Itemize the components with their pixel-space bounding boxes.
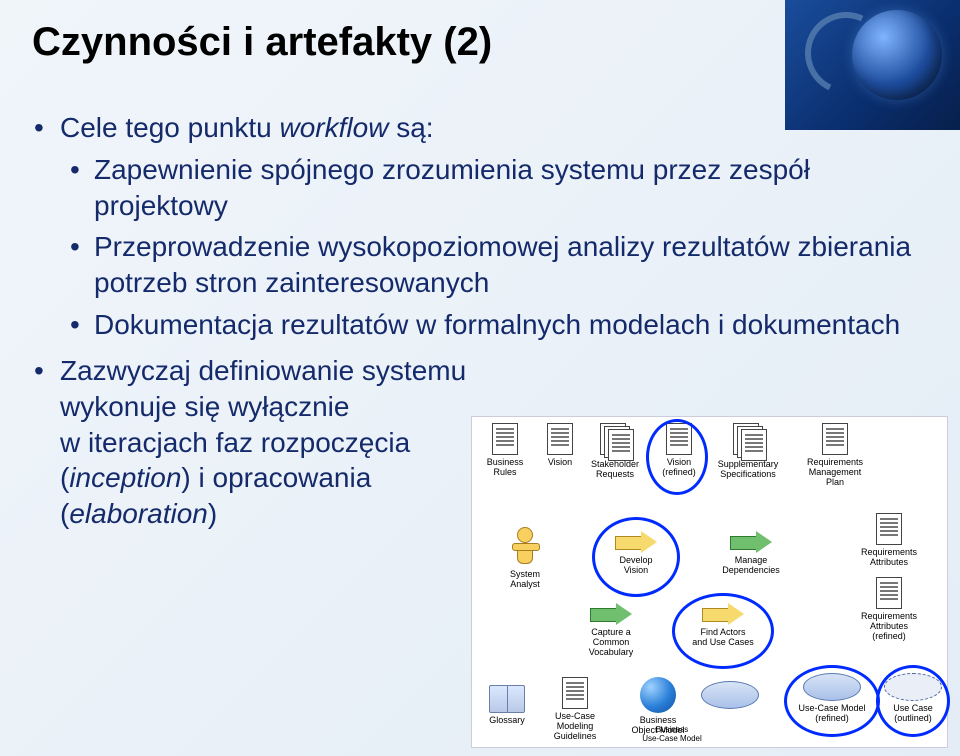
doc-stakeholder-requests: Stakeholder Requests	[584, 423, 646, 479]
annotation-circle-find-actors	[672, 593, 774, 669]
slide: Czynności i artefakty (2) Cele tego punk…	[0, 0, 960, 756]
bullet-1: Cele tego punktu workflow są: Zapewnieni…	[34, 110, 920, 343]
bullet-1-2: Przeprowadzenie wysokopoziomowej analizy…	[60, 229, 920, 301]
doc-business-rules: Business Rules	[478, 423, 532, 477]
doc-req-plan: Requirements Management Plan	[798, 423, 872, 487]
artifact-bucm: Business Use-Case Model	[624, 725, 720, 743]
annotation-circle-ucm-refined	[784, 665, 880, 737]
doc-vision: Vision	[540, 423, 580, 467]
artifact-glossary: Glossary	[480, 685, 534, 725]
doc-supp-spec: Supplementary Specifications	[710, 423, 786, 479]
annotation-circle-develop-vision	[592, 517, 680, 597]
activity-manage-deps: Manage Dependencies	[712, 531, 790, 575]
activity-capture-vocab: Capture a Common Vocabulary	[576, 603, 646, 657]
bullet-2: Zazwyczaj definiowanie systemu wykonuje …	[34, 353, 520, 532]
actor-system-analyst: System Analyst	[500, 527, 550, 589]
annotation-circle-uc-outlined	[876, 665, 950, 737]
bullet-1-1: Zapewnienie spójnego zrozumienia systemu…	[60, 152, 920, 224]
workflow-diagram: Business Rules Vision Stakeholder Reques…	[471, 416, 948, 748]
doc-req-attr-refined: Requirements Attributes (refined)	[852, 577, 926, 641]
doc-req-attr: Requirements Attributes	[852, 513, 926, 567]
sub-bullet-list: Zapewnienie spójnego zrozumienia systemu…	[60, 152, 920, 343]
bullet-1-text: Cele tego punktu workflow są:	[60, 112, 434, 143]
bullet-1-3: Dokumentacja rezultatów w formalnych mod…	[60, 307, 920, 343]
artifact-ucm-guidelines: Use-Case Modeling Guidelines	[544, 677, 606, 741]
artifact-bucm-oval	[700, 681, 760, 711]
slide-title: Czynności i artefakty (2)	[32, 20, 492, 65]
annotation-circle-vision-refined	[646, 419, 708, 495]
